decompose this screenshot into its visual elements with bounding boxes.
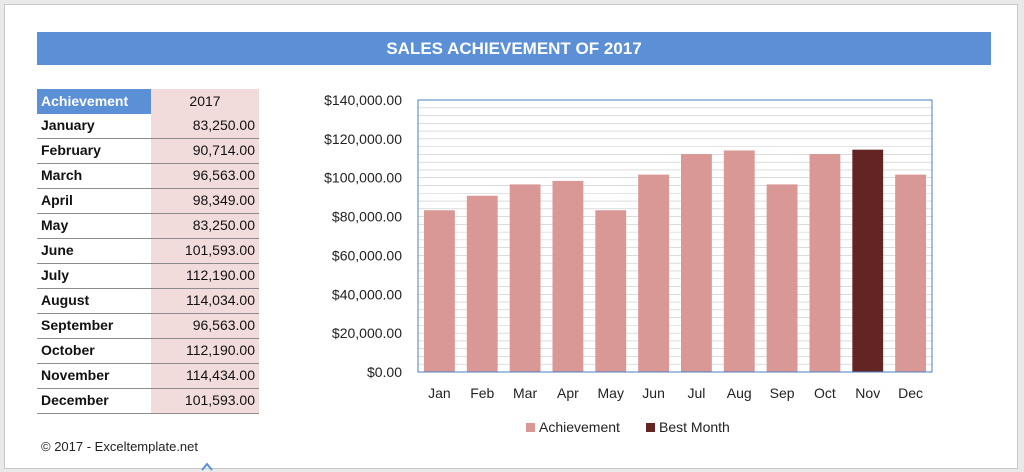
achievement-bar [680, 154, 712, 372]
header-year-cell[interactable]: 2017 [151, 89, 259, 114]
achievement-bar [466, 195, 498, 372]
month-cell[interactable]: August [37, 289, 151, 313]
value-cell[interactable]: 83,250.00 [151, 114, 259, 138]
x-tick-label: Jun [642, 385, 665, 401]
achievement-bar [895, 174, 927, 372]
plot-area [418, 100, 932, 372]
best-month-bar [852, 149, 884, 372]
x-tick-label: Jan [428, 385, 451, 401]
table-row: September 96,563.00 [37, 314, 259, 339]
legend-swatch-achievement [526, 423, 535, 432]
table-row: January 83,250.00 [37, 114, 259, 139]
x-tick-label: May [598, 385, 624, 401]
month-cell[interactable]: April [37, 189, 151, 213]
value-cell[interactable]: 101,593.00 [151, 389, 259, 413]
achievement-bar [509, 184, 541, 372]
month-cell[interactable]: June [37, 239, 151, 263]
copyright-credit: © 2017 - Exceltemplate.net [41, 439, 198, 454]
value-cell[interactable]: 90,714.00 [151, 139, 259, 163]
value-cell[interactable]: 96,563.00 [151, 164, 259, 188]
x-tick-label: Mar [513, 385, 537, 401]
month-cell[interactable]: March [37, 164, 151, 188]
x-tick-label: Oct [814, 385, 836, 401]
sales-bar-chart[interactable]: $0.00 $20,000.00 $40,000.00 $60,000.00 $80,0… [300, 80, 960, 446]
x-tick-label: Jul [687, 385, 705, 401]
month-cell[interactable]: January [37, 114, 151, 138]
achievement-bar [766, 184, 798, 372]
table-row: June 101,593.00 [37, 239, 259, 264]
achievement-bar [423, 210, 455, 372]
value-cell[interactable]: 98,349.00 [151, 189, 259, 213]
plot-border [417, 99, 933, 373]
legend-label-best-month: Best Month [659, 419, 730, 435]
y-tick-label: $80,000.00 [332, 209, 402, 225]
y-tick-label: $20,000.00 [332, 325, 402, 341]
table-row: December 101,593.00 [37, 389, 259, 414]
month-cell[interactable]: July [37, 264, 151, 288]
table-row: October 112,190.00 [37, 339, 259, 364]
x-tick-label: Aug [727, 385, 752, 401]
caret-up-icon [201, 462, 213, 471]
achievement-bar [723, 150, 755, 372]
month-cell[interactable]: November [37, 364, 151, 388]
x-tick-label: Dec [898, 385, 923, 401]
value-cell[interactable]: 83,250.00 [151, 214, 259, 238]
value-cell[interactable]: 101,593.00 [151, 239, 259, 263]
legend-label-achievement: Achievement [539, 419, 620, 435]
month-cell[interactable]: May [37, 214, 151, 238]
table-header-row: Achievement 2017 [37, 89, 259, 114]
table-row: May 83,250.00 [37, 214, 259, 239]
value-cell[interactable]: 96,563.00 [151, 314, 259, 338]
report-title: SALES ACHIEVEMENT OF 2017 [37, 32, 991, 65]
table-row: February 90,714.00 [37, 139, 259, 164]
achievement-bar [638, 174, 670, 372]
y-tick-label: $120,000.00 [324, 131, 402, 147]
achievement-bar [809, 154, 841, 372]
y-tick-label: $140,000.00 [324, 92, 402, 108]
month-cell[interactable]: October [37, 339, 151, 363]
month-cell[interactable]: December [37, 389, 151, 413]
table-row: August 114,034.00 [37, 289, 259, 314]
achievement-bar [552, 180, 584, 372]
table-row: March 96,563.00 [37, 164, 259, 189]
y-tick-label: $40,000.00 [332, 286, 402, 302]
value-cell[interactable]: 112,190.00 [151, 264, 259, 288]
x-tick-label: Feb [470, 385, 494, 401]
value-cell[interactable]: 114,434.00 [151, 364, 259, 388]
table-row: November 114,434.00 [37, 364, 259, 389]
sales-table: Achievement 2017 January 83,250.00 Februa… [37, 89, 259, 414]
value-cell[interactable]: 114,034.00 [151, 289, 259, 313]
y-tick-label: $100,000.00 [324, 170, 402, 186]
month-cell[interactable]: September [37, 314, 151, 338]
legend-swatch-best-month [646, 423, 655, 432]
table-row: April 98,349.00 [37, 189, 259, 214]
value-cell[interactable]: 112,190.00 [151, 339, 259, 363]
month-cell[interactable]: February [37, 139, 151, 163]
table-row: July 112,190.00 [37, 264, 259, 289]
header-achievement-cell[interactable]: Achievement [37, 89, 151, 114]
y-tick-label: $60,000.00 [332, 247, 402, 263]
achievement-bar [595, 210, 627, 372]
y-tick-label: $0.00 [367, 364, 402, 380]
x-tick-label: Apr [557, 385, 579, 401]
x-tick-label: Sep [770, 385, 795, 401]
x-tick-label: Nov [855, 385, 880, 401]
